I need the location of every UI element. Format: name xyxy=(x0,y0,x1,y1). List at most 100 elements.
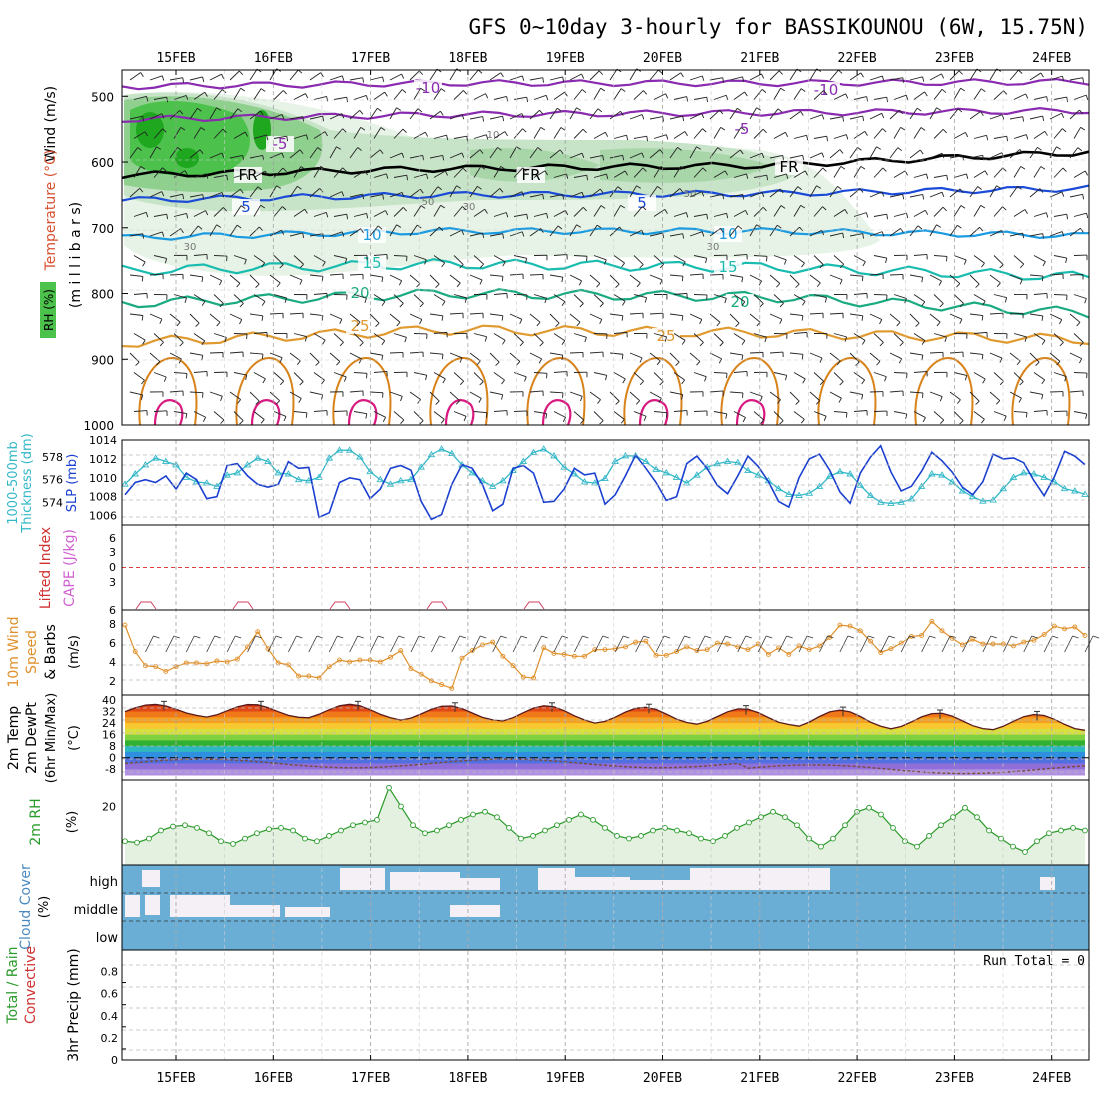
wind-barb xyxy=(1013,333,1027,338)
wind-barb-flag xyxy=(326,96,329,102)
wind-barb-flag xyxy=(915,322,920,327)
wind-barb-flag xyxy=(822,167,827,172)
wind-barb xyxy=(269,352,283,359)
wind-barb-flag xyxy=(736,107,742,112)
wind-barb xyxy=(533,372,548,374)
wind-barb xyxy=(1069,109,1080,120)
wind-barb-flag xyxy=(420,205,426,209)
wind-barb xyxy=(893,333,904,343)
thickness-point xyxy=(253,454,262,461)
wind-barb-flag xyxy=(996,400,1001,405)
wind10-barb-flag xyxy=(1011,635,1018,639)
wind-barb-flag xyxy=(282,90,288,95)
wind-barb xyxy=(313,372,325,381)
wind-barb-flag xyxy=(1082,194,1085,200)
wind10-barb-flag xyxy=(459,635,466,639)
wind-barb xyxy=(493,410,507,412)
wind-barb xyxy=(809,352,823,359)
wind-barb xyxy=(213,89,223,100)
wind-barb-flag xyxy=(724,298,727,304)
wind-barb xyxy=(569,191,583,198)
wind-barb-flag xyxy=(1080,228,1084,233)
wind-barb xyxy=(949,391,961,401)
wind-barb-flag xyxy=(779,420,784,425)
wind-barb xyxy=(213,411,225,421)
wind10-point xyxy=(990,641,996,647)
wind-barb-flag xyxy=(980,418,985,424)
wind-barb-flag xyxy=(244,259,247,265)
temp-band xyxy=(125,769,1085,776)
wind-barb xyxy=(429,352,443,355)
wind-barb-flag xyxy=(382,194,385,200)
wind-barb-flag xyxy=(821,114,825,120)
wind-barb-flag xyxy=(545,413,548,419)
wind10-point xyxy=(377,659,383,665)
thickness-point xyxy=(121,480,129,487)
thickness-point xyxy=(672,473,681,480)
wind-barb-flag xyxy=(260,110,264,116)
wind10-point xyxy=(132,649,138,655)
wind-barb-flag xyxy=(240,188,244,194)
rh2m-point xyxy=(890,825,896,831)
wind-barb xyxy=(129,391,143,396)
wind-barb-flag xyxy=(941,153,945,159)
thickness-point xyxy=(172,461,180,468)
wind-barb-flag xyxy=(944,336,947,342)
wind-barb xyxy=(509,75,523,81)
wind10-point xyxy=(939,628,945,634)
wind-barb-flag xyxy=(659,263,664,269)
wind-barb xyxy=(1029,313,1043,317)
wind-barb xyxy=(569,107,577,120)
wind-barb xyxy=(549,274,563,278)
wind-barb xyxy=(509,352,521,362)
isotherm-loop-35 xyxy=(541,399,572,426)
wind-barb xyxy=(529,193,543,198)
wind-barb xyxy=(973,372,986,380)
wind-barb xyxy=(729,274,743,278)
wind10-barb-flag xyxy=(337,635,344,639)
wind-barb xyxy=(989,352,1003,359)
wind-barb xyxy=(193,333,205,342)
wind-barb-flag xyxy=(759,396,763,402)
wind-barb xyxy=(989,185,997,198)
slp-tick-label: 1012 xyxy=(89,453,117,466)
wind-barb-flag xyxy=(605,375,608,381)
run-total-label: Run Total = 0 xyxy=(983,954,1085,969)
wind-barb xyxy=(749,224,757,237)
wind10-point xyxy=(786,651,792,657)
wind-barb xyxy=(189,313,200,324)
wind-barb xyxy=(353,411,367,415)
wind-barb-flag xyxy=(261,315,264,321)
wind-barb xyxy=(253,411,265,420)
rh2m-point xyxy=(182,822,188,829)
wind-axis-label: Wind (m/s) xyxy=(43,86,59,162)
wind-barb xyxy=(633,255,644,265)
wind-barb xyxy=(693,410,708,412)
wind-barb-flag xyxy=(819,357,823,363)
wind-barb-flag xyxy=(1056,146,1062,150)
wind-barb-flag xyxy=(166,214,168,220)
wind-barb xyxy=(613,372,626,380)
wind-barb-flag xyxy=(137,147,142,151)
wind-barb xyxy=(593,255,607,261)
wind-barb xyxy=(473,93,486,100)
wind-barb-flag xyxy=(620,88,626,92)
wind-barb xyxy=(413,372,427,376)
wind-barb-flag xyxy=(396,224,402,228)
wind-barb xyxy=(833,134,847,139)
wind-barb-flag xyxy=(1001,114,1005,120)
wind-barb xyxy=(433,331,447,334)
cloud-gap xyxy=(538,868,575,890)
precip-panel xyxy=(121,949,1090,1061)
wind-barb xyxy=(473,134,487,139)
wind-barb-flag xyxy=(537,147,542,151)
isotherm-loop-35 xyxy=(347,399,378,426)
wind-barb xyxy=(409,188,421,198)
thickness-point xyxy=(233,468,242,476)
wind-barb-flag xyxy=(506,96,509,102)
wind-barb xyxy=(613,331,627,334)
wind-barb-flag xyxy=(981,262,985,268)
wind-barb xyxy=(589,274,601,284)
wind-barb xyxy=(1049,112,1062,120)
isotherm-label: 15 xyxy=(718,258,737,276)
